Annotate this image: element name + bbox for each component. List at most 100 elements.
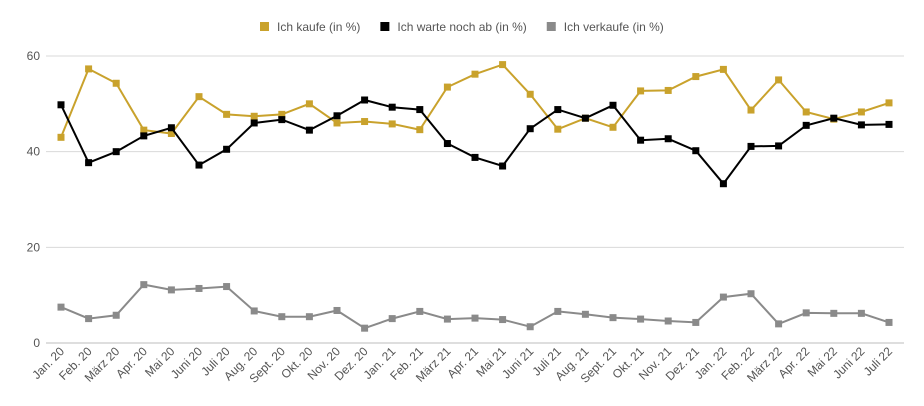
data-point (278, 313, 286, 321)
data-point (388, 120, 396, 128)
data-point (85, 159, 93, 167)
y-axis: 0 20 40 60 (27, 49, 41, 350)
data-point (637, 136, 645, 144)
data-point (361, 118, 369, 126)
series-2 (57, 96, 893, 188)
data-point (581, 310, 589, 318)
data-point (305, 126, 313, 134)
data-point (830, 309, 838, 317)
data-point (554, 307, 562, 315)
data-point (250, 112, 258, 120)
data-point (333, 306, 341, 314)
data-point (167, 129, 175, 137)
data-point (747, 106, 755, 114)
data-point (333, 112, 341, 120)
data-point (747, 142, 755, 150)
data-point (195, 161, 203, 169)
data-point (664, 86, 672, 94)
x-tick-label: Juni 22 (830, 344, 867, 381)
legend-item: Ich verkaufe (in %) (546, 20, 664, 34)
data-point (140, 281, 148, 289)
data-point (499, 316, 507, 324)
x-tick-label: Apr. 21 (444, 344, 481, 381)
data-point (278, 110, 286, 118)
series-3 (57, 281, 893, 332)
data-point (747, 290, 755, 298)
data-point (857, 309, 865, 317)
data-point (609, 314, 617, 322)
data-point (499, 61, 507, 69)
data-point (775, 320, 783, 328)
legend-item: Ich warte noch ab (in %) (380, 20, 527, 34)
data-point (443, 140, 451, 148)
series-line (60, 283, 890, 330)
legend-label: Ich warte noch ab (in %) (397, 20, 526, 34)
legend-label: Ich verkaufe (in %) (564, 20, 664, 34)
data-point (250, 119, 258, 127)
x-tick-label: Juni 21 (499, 344, 536, 381)
data-point (719, 65, 727, 73)
data-point (609, 101, 617, 109)
data-point (526, 125, 534, 133)
data-point (637, 87, 645, 95)
series-1 (57, 61, 893, 141)
data-point (830, 114, 838, 122)
data-point (140, 132, 148, 140)
data-point (250, 307, 258, 315)
data-point (223, 110, 231, 118)
data-point (416, 307, 424, 315)
data-point (443, 315, 451, 323)
legend-item: Ich kaufe (in %) (260, 20, 360, 34)
data-point (637, 315, 645, 323)
data-point (499, 162, 507, 170)
data-point (112, 148, 120, 156)
data-point (361, 96, 369, 104)
data-point (802, 309, 810, 317)
grid (46, 55, 904, 344)
data-point (554, 125, 562, 133)
data-point (581, 114, 589, 122)
data-point (664, 135, 672, 143)
legend-label: Ich kaufe (in %) (277, 20, 360, 34)
data-point (305, 100, 313, 108)
data-point (167, 286, 175, 294)
data-point (775, 76, 783, 84)
y-tick-label: 60 (27, 49, 41, 63)
data-point (195, 93, 203, 101)
data-point (112, 79, 120, 87)
data-point (416, 126, 424, 134)
data-point (885, 120, 893, 128)
data-point (471, 314, 479, 322)
legend: Ich kaufe (in %) Ich warte noch ab (in %)… (260, 20, 664, 34)
data-point (471, 70, 479, 78)
data-point (167, 124, 175, 132)
data-point (361, 324, 369, 332)
data-point (692, 318, 700, 326)
data-point (85, 315, 93, 323)
y-tick-label: 40 (27, 145, 41, 159)
data-point (664, 317, 672, 325)
data-point (443, 83, 451, 91)
data-point (857, 121, 865, 129)
data-point (85, 65, 93, 73)
data-point (223, 283, 231, 291)
data-point (416, 106, 424, 114)
data-point (554, 106, 562, 114)
data-point (775, 142, 783, 150)
y-tick-label: 0 (33, 336, 40, 350)
data-point (885, 318, 893, 326)
data-point (57, 133, 65, 141)
data-point (278, 116, 286, 124)
data-point (388, 315, 396, 323)
legend-swatch (380, 22, 390, 31)
data-point (112, 311, 120, 319)
x-tick-label: Apr. 22 (776, 344, 813, 381)
data-point (526, 323, 534, 331)
data-point (857, 108, 865, 116)
data-point (305, 313, 313, 321)
data-point (333, 119, 341, 127)
data-point (802, 108, 810, 116)
series-layer (57, 61, 893, 332)
